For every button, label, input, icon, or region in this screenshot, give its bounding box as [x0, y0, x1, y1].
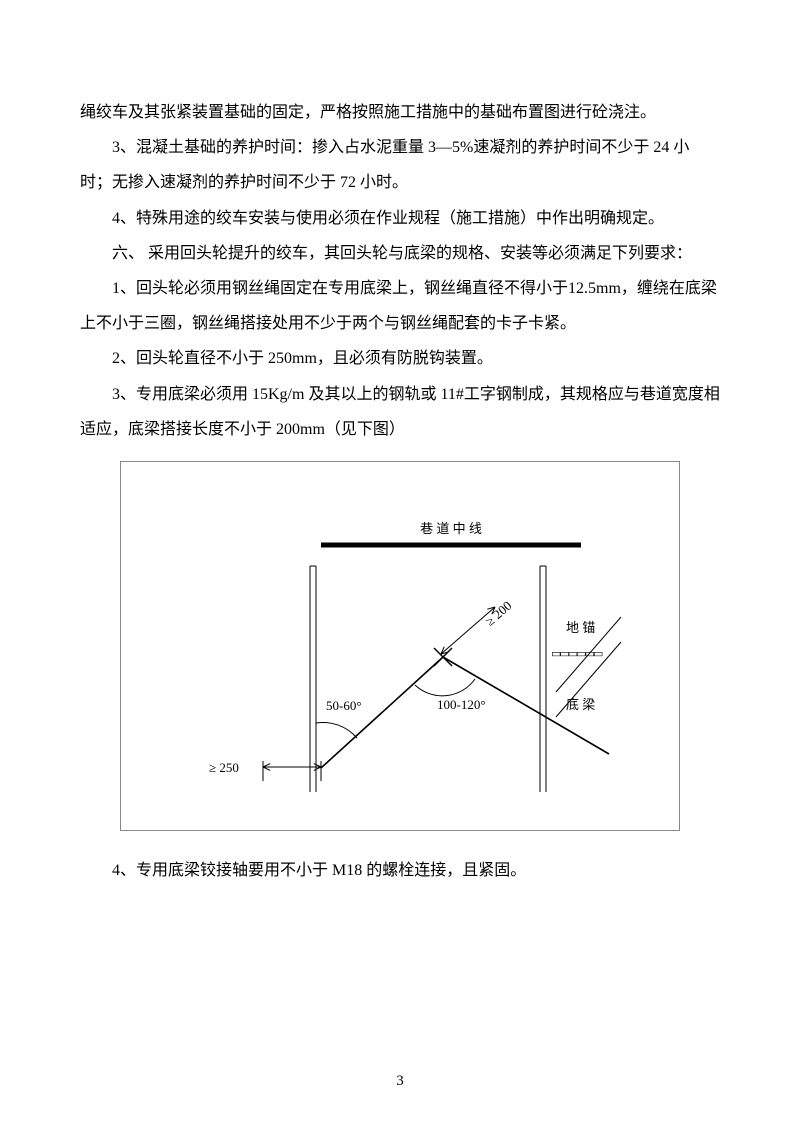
paragraph: 4、专用底梁铰接轴要用不小于 M18 的螺栓连接，且紧固。	[80, 853, 720, 888]
svg-text:50-60°: 50-60°	[326, 698, 362, 713]
paragraph: 绳绞车及其张紧装置基础的固定，严格按照施工措施中的基础布置图进行砼浇注。	[80, 95, 720, 130]
paragraph: 3、专用底梁必须用 15Kg/m 及其以上的钢轨或 11#工字钢制成，其规格应与…	[80, 377, 720, 447]
paragraph: 六、 采用回头轮提升的绞车，其回头轮与底梁的规格、安装等必须满足下列要求：	[80, 236, 720, 271]
paragraph: 3、混凝土基础的养护时间：掺入占水泥重量 3—5%速凝剂的养护时间不少于 24 …	[80, 130, 720, 200]
paragraph: 4、特殊用途的绞车安装与使用必须在作业规程（施工措施）中作出明确规定。	[80, 201, 720, 236]
svg-text:100-120°: 100-120°	[437, 697, 486, 712]
svg-text:底 梁: 底 梁	[566, 697, 595, 712]
svg-text:巷 道 中 线: 巷 道 中 线	[420, 521, 482, 536]
paragraph: 1、回头轮必须用钢丝绳固定在专用底梁上，钢丝绳直径不得小于12.5mm，缠绕在底…	[80, 271, 720, 341]
svg-text:▭▭▭▭▭▭: ▭▭▭▭▭▭	[551, 648, 603, 660]
paragraph: 2、回头轮直径不小于 250mm，且必须有防脱钩装置。	[80, 341, 720, 376]
svg-text:地 锚: 地 锚	[566, 620, 595, 635]
beam-diagram: 巷 道 中 线 50-60° 100-120° ≥ 200 ≥ 250 地 锚底 梁 ▭▭▭…	[120, 461, 680, 831]
svg-text:≥ 250: ≥ 250	[209, 760, 239, 775]
svg-text:≥ 200: ≥ 200	[482, 598, 514, 629]
page-number: 3	[0, 1065, 800, 1098]
